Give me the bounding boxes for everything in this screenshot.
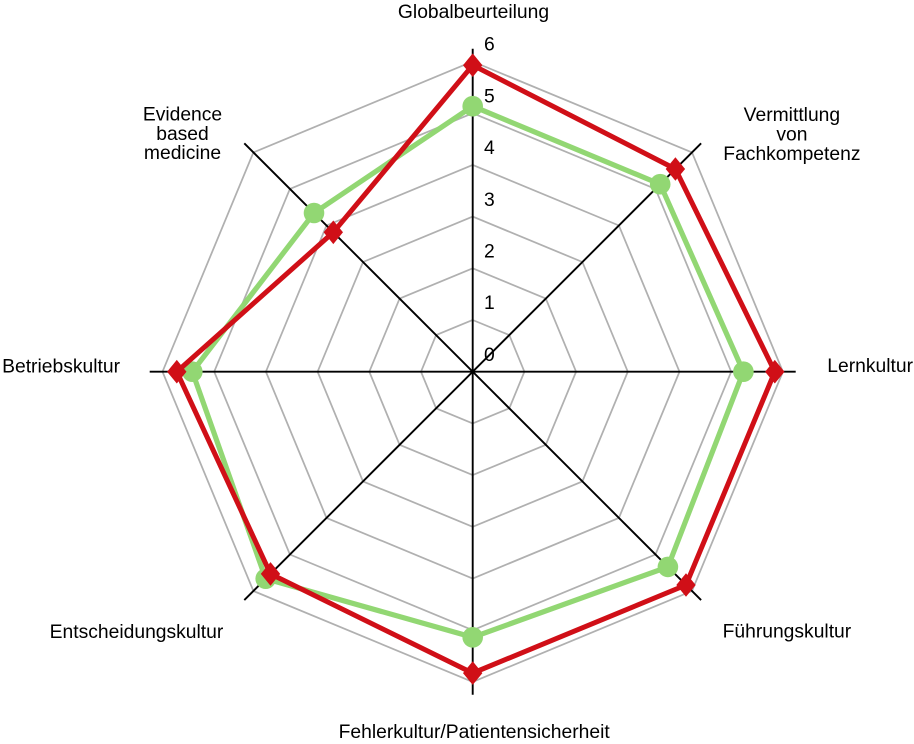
- svg-text:Führungskultur: Führungskultur: [723, 621, 852, 642]
- svg-text:2: 2: [484, 242, 495, 263]
- svg-text:Globalbeurteilung: Globalbeurteilung: [398, 2, 549, 23]
- svg-text:0: 0: [484, 345, 495, 366]
- svg-text:Fehlerkultur/Patientensicherhe: Fehlerkultur/Patientensicherheit: [339, 722, 611, 743]
- svg-text:Lernkultur: Lernkultur: [827, 356, 913, 377]
- svg-text:1: 1: [484, 293, 495, 314]
- svg-text:6: 6: [484, 35, 495, 56]
- svg-text:5: 5: [484, 86, 495, 107]
- svg-text:3: 3: [484, 190, 495, 211]
- svg-text:4: 4: [484, 138, 495, 159]
- svg-text:Entscheidungskultur: Entscheidungskultur: [50, 622, 224, 643]
- svg-text:Betriebskultur: Betriebskultur: [2, 356, 120, 377]
